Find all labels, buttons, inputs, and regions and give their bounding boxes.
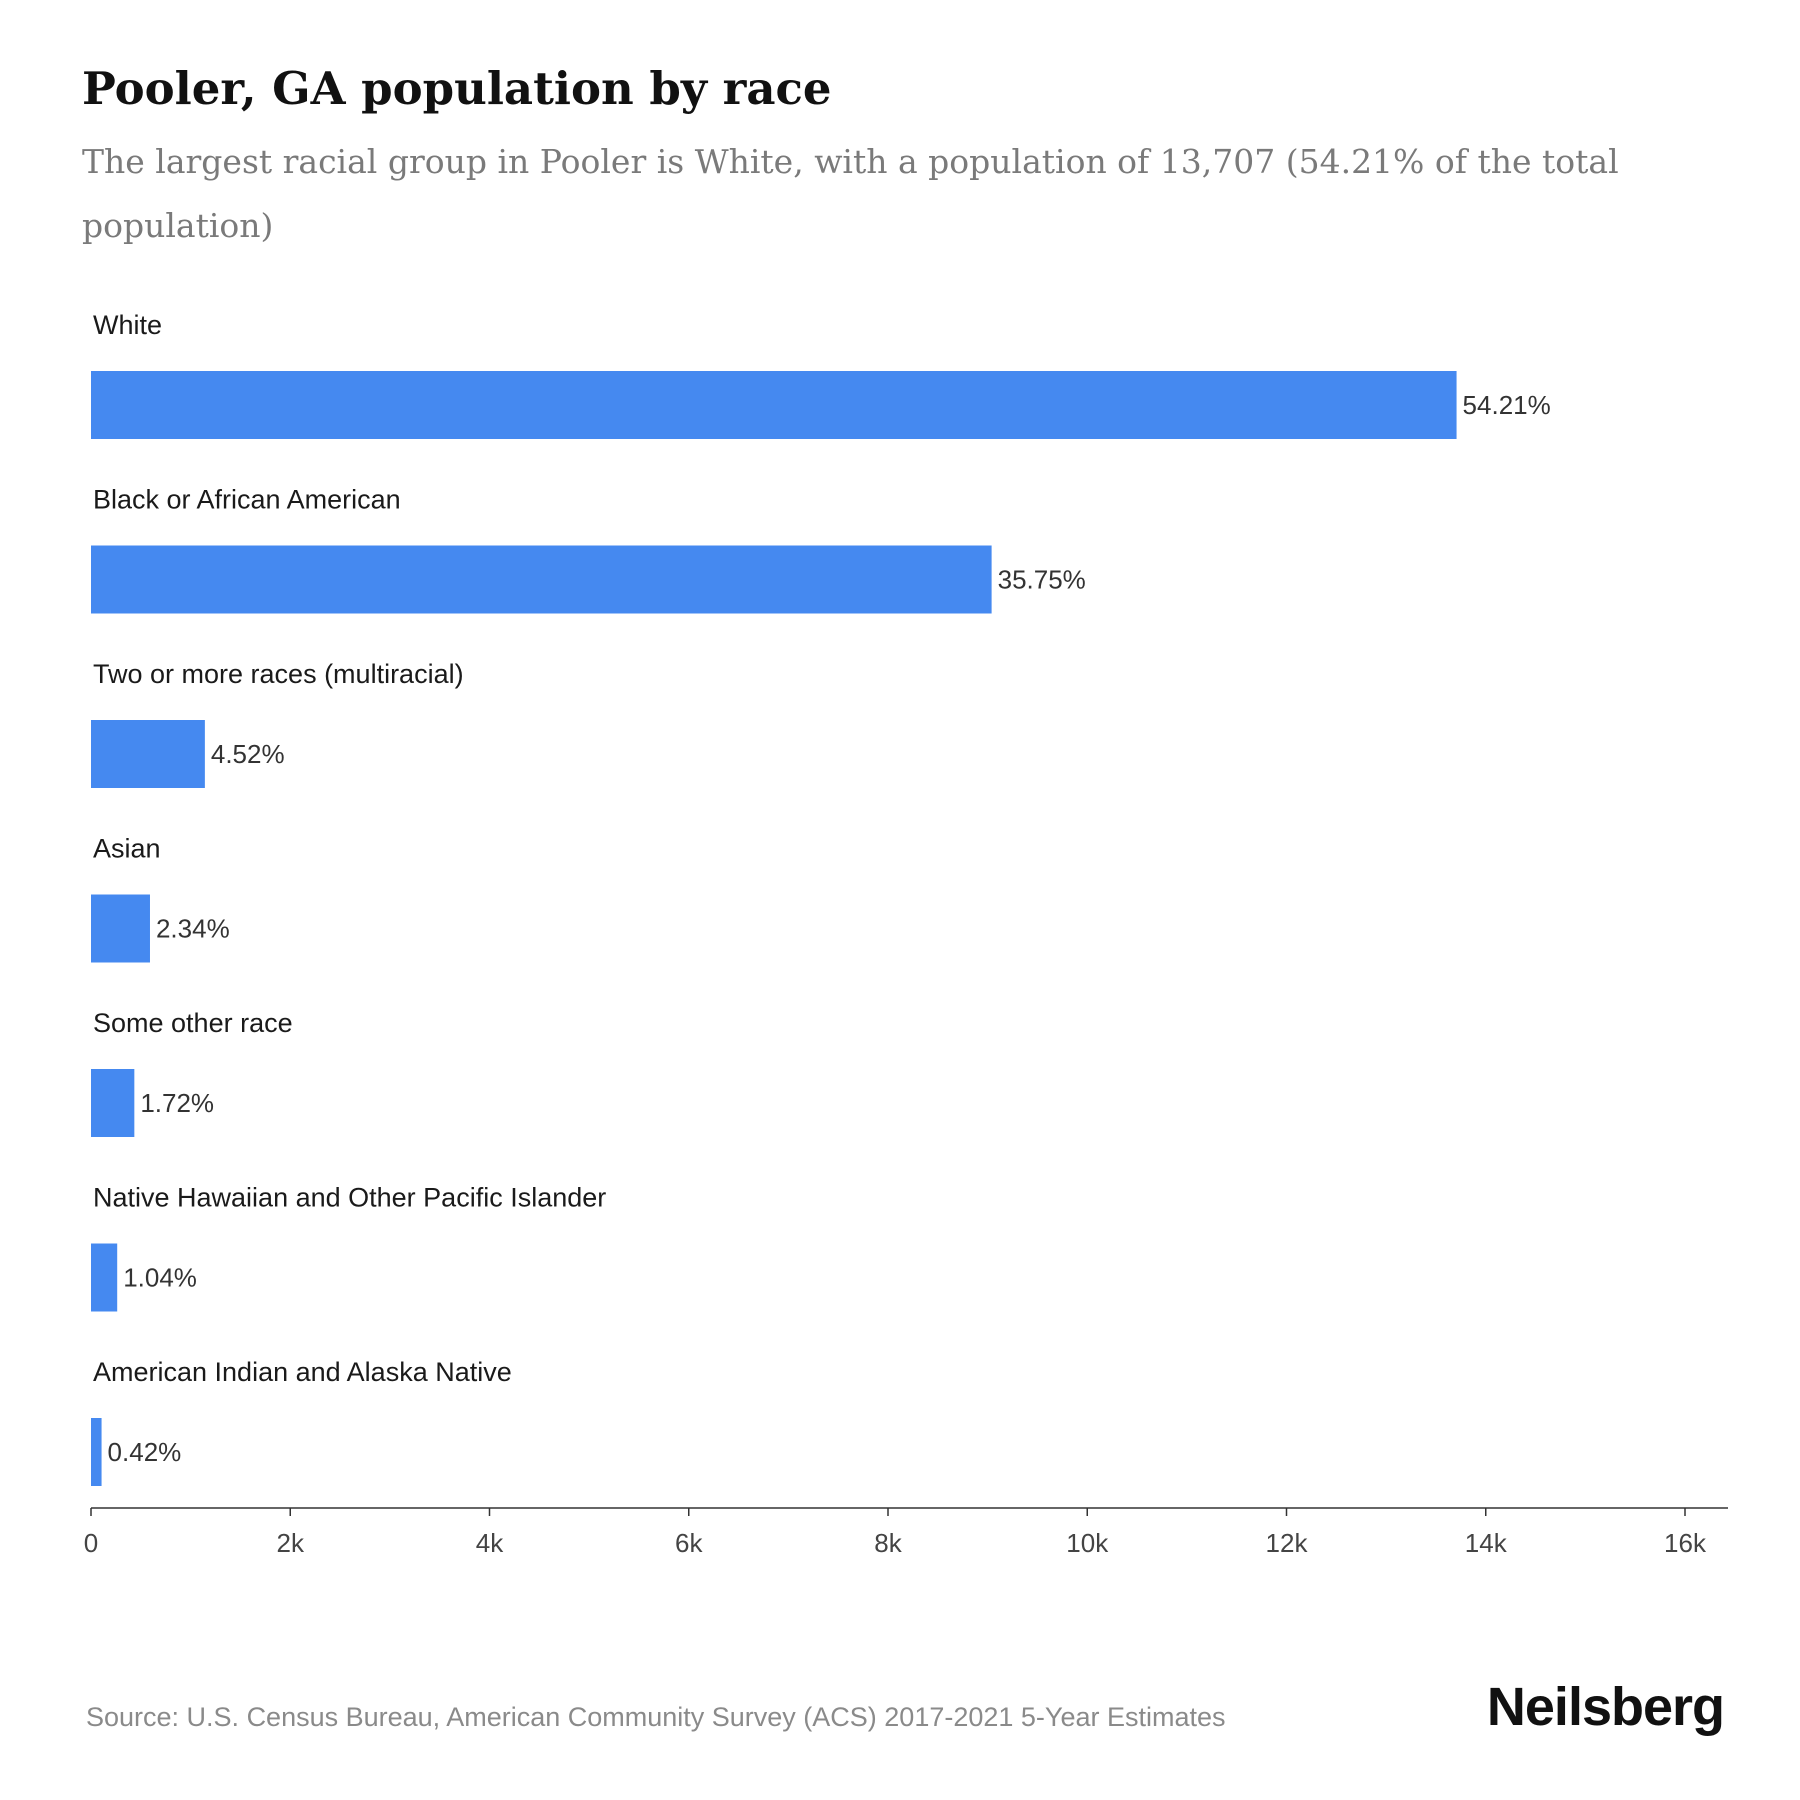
category-label: White — [93, 310, 162, 340]
bar — [91, 894, 150, 963]
x-tick-label: 10k — [1066, 1528, 1109, 1558]
data-label: 4.52% — [211, 739, 285, 769]
brand-logo: Neilsberg — [1486, 1677, 1725, 1737]
category-label: Black or African American — [93, 485, 401, 515]
x-tick-label: 12k — [1266, 1528, 1309, 1558]
source-note: Source: U.S. Census Bureau, American Com… — [86, 1702, 1226, 1732]
data-label: 1.72% — [140, 1088, 214, 1118]
x-tick-label: 6k — [675, 1528, 703, 1558]
bar — [91, 371, 1457, 439]
x-tick-label: 0 — [84, 1528, 98, 1558]
x-tick-label: 14k — [1465, 1528, 1508, 1558]
data-label: 1.04% — [123, 1263, 197, 1293]
bar — [91, 1243, 118, 1312]
category-label: American Indian and Alaska Native — [93, 1357, 512, 1387]
bar — [91, 1418, 102, 1486]
category-label: Asian — [93, 834, 161, 864]
x-tick-label: 2k — [277, 1528, 305, 1558]
bar — [91, 720, 205, 788]
category-label: Some other race — [93, 1008, 293, 1038]
chart-title: Pooler, GA population by race — [82, 62, 832, 115]
data-label: 35.75% — [998, 565, 1086, 595]
data-label: 2.34% — [156, 914, 230, 944]
chart-subtitle: The largest racial group in Pooler is Wh… — [82, 142, 1619, 245]
bar — [91, 1069, 135, 1137]
x-tick-label: 16k — [1664, 1528, 1707, 1558]
x-tick-label: 8k — [874, 1528, 902, 1558]
x-tick-label: 4k — [476, 1528, 504, 1558]
category-label: Two or more races (multiracial) — [93, 659, 464, 689]
bar — [91, 545, 992, 614]
category-label: Native Hawaiian and Other Pacific Island… — [93, 1183, 606, 1213]
bar-chart: White 54.21% Black or African American 35.7… — [84, 310, 1728, 1558]
data-label: 0.42% — [108, 1437, 182, 1467]
data-label: 54.21% — [1463, 390, 1551, 420]
